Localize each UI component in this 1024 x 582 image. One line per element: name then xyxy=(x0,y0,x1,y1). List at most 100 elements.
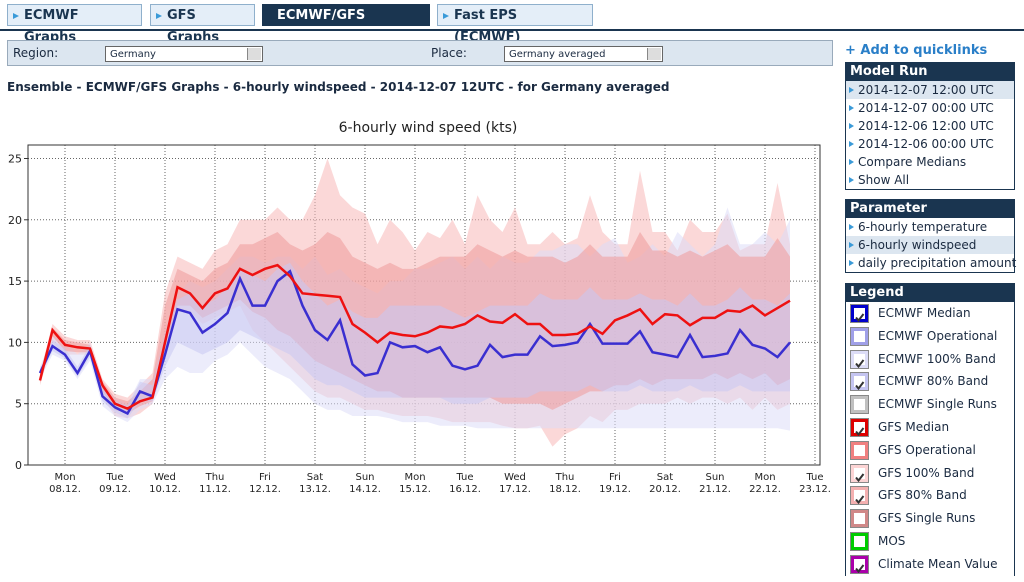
x-tick-label: Fri xyxy=(609,472,621,483)
x-tick-label: 13.12. xyxy=(299,484,331,495)
x-tick-label: Tue xyxy=(805,472,823,483)
checkbox xyxy=(850,509,869,529)
x-tick-label: Tue xyxy=(455,472,473,483)
box-header: Parameter xyxy=(846,200,1014,218)
x-tick-label: Mon xyxy=(54,472,75,483)
x-tick-label: 18.12. xyxy=(549,484,581,495)
x-tick-label: 08.12. xyxy=(49,484,81,495)
menu-item[interactable]: daily precipitation amount xyxy=(846,254,1016,272)
legend-box: Legend ECMWF Median ECMWF Operational ECMWF… xyxy=(845,283,1015,576)
box-header: Model Run xyxy=(846,63,1014,81)
checkbox xyxy=(850,463,869,483)
y-tick-label: 5 xyxy=(15,398,22,411)
x-tick-label: Sat xyxy=(307,472,323,483)
menu-item[interactable]: 6-hourly temperature xyxy=(846,218,1014,236)
median-line xyxy=(38,263,791,410)
checkmark xyxy=(855,564,865,573)
legend-item[interactable]: ECMWF Median xyxy=(846,302,1014,325)
band xyxy=(40,262,790,419)
x-tick-label: 16.12. xyxy=(449,484,481,495)
y-tick-label: 10 xyxy=(8,336,22,349)
menu-item[interactable]: 6-hourly windspeed xyxy=(846,236,1014,254)
y-tick-label: 20 xyxy=(8,214,22,227)
x-tick-label: 20.12. xyxy=(649,484,681,495)
y-tick-label: 25 xyxy=(8,152,22,165)
checkmark xyxy=(855,472,865,482)
legend-item[interactable]: Climate Mean Value xyxy=(846,553,1014,576)
legend-item[interactable]: GFS 80% Band xyxy=(846,484,1014,507)
control-bar: Region: Germany Place: Germany averaged xyxy=(7,40,833,66)
x-tick-label: Sun xyxy=(705,472,724,483)
menu-item[interactable]: 2014-12-07 12:00 UTC xyxy=(846,81,1014,99)
x-tick-label: 19.12. xyxy=(599,484,631,495)
parameter-box: Parameter 6-hourly temperature 6-hourly wi… xyxy=(845,199,1016,273)
x-tick-label: 09.12. xyxy=(99,484,131,495)
x-tick-label: 10.12. xyxy=(149,484,181,495)
legend-item[interactable]: ECMWF Operational xyxy=(846,325,1014,348)
checkmark xyxy=(855,358,865,368)
x-tick-label: Thu xyxy=(555,472,575,483)
checkbox xyxy=(850,372,869,392)
tab[interactable]: ECMWF Graphs xyxy=(7,4,142,45)
x-tick-label: Mon xyxy=(754,472,775,483)
legend-item[interactable]: ECMWF Single Runs xyxy=(846,393,1014,416)
legend-item[interactable]: ECMWF 100% Band xyxy=(846,348,1014,371)
plot-frame xyxy=(27,144,821,466)
checkmark xyxy=(855,313,865,323)
menu-item[interactable]: Show All xyxy=(846,171,1014,189)
menu-item[interactable]: 2014-12-06 12:00 UTC xyxy=(846,117,1014,135)
tab[interactable]: ECMWF/GFS Graphs xyxy=(262,4,430,45)
place-select[interactable]: Germany averaged xyxy=(504,46,663,62)
y-tick-label: 0 xyxy=(15,459,22,472)
checkbox xyxy=(850,440,869,460)
y-tick-label: 15 xyxy=(8,275,22,288)
x-tick-label: Wed xyxy=(504,472,526,483)
menu-item[interactable]: 2014-12-06 00:00 UTC xyxy=(846,135,1014,153)
heading: Ensemble - ECMWF/GFS Graphs - 6-hourly w… xyxy=(7,80,670,94)
x-tick-label: 21.12. xyxy=(699,484,731,495)
checkbox xyxy=(850,531,869,551)
x-tick-label: 11.12. xyxy=(199,484,231,495)
menu-item[interactable]: 2014-12-07 00:00 UTC xyxy=(846,99,1014,117)
region-select[interactable]: Germany xyxy=(105,46,263,62)
region-label: Region: xyxy=(13,46,59,60)
checkmark xyxy=(855,427,865,437)
x-tick-label: Fri xyxy=(259,472,271,483)
median-line xyxy=(38,269,791,416)
checkbox xyxy=(850,395,869,415)
legend-item[interactable]: GFS 100% Band xyxy=(846,462,1014,485)
x-tick-label: Mon xyxy=(404,472,425,483)
x-tick-label: 15.12. xyxy=(399,484,431,495)
x-tick-label: 22.12. xyxy=(749,484,781,495)
legend-item[interactable]: GFS Operational xyxy=(846,439,1014,462)
legend-item[interactable]: GFS Single Runs xyxy=(846,507,1014,530)
menu-item[interactable]: Compare Medians xyxy=(846,153,1014,171)
checkmark xyxy=(855,381,865,391)
checkbox xyxy=(850,417,869,437)
chart-title: 6-hourly wind speed (kts) xyxy=(339,120,518,136)
checkbox xyxy=(850,486,869,506)
x-tick-label: Tue xyxy=(105,472,123,483)
x-tick-label: 23.12. xyxy=(799,484,831,495)
tab-rule xyxy=(0,29,1024,31)
legend-item[interactable]: MOS xyxy=(846,530,1014,553)
legend-item[interactable]: ECMWF 80% Band xyxy=(846,370,1014,393)
quicklinks[interactable]: + Add to quicklinks xyxy=(845,43,988,58)
checkbox xyxy=(850,349,869,369)
model_run-box: Model Run 2014-12-07 12:00 UTC 2014-12-07 … xyxy=(845,62,1015,190)
x-tick-label: Wed xyxy=(154,472,176,483)
checkbox xyxy=(850,554,869,574)
x-tick-label: 12.12. xyxy=(249,484,281,495)
checkbox xyxy=(850,304,869,323)
x-tick-label: 14.12. xyxy=(349,484,381,495)
x-tick-label: 17.12. xyxy=(499,484,531,495)
checkbox xyxy=(850,326,869,346)
box-header: Legend xyxy=(846,284,1014,302)
chart: 6-hourly wind speed (kts) 0510152025Mon0… xyxy=(8,120,831,495)
legend-item[interactable]: GFS Median xyxy=(846,416,1014,439)
checkmark xyxy=(855,495,865,505)
x-tick-label: Sat xyxy=(657,472,673,483)
x-tick-label: Thu xyxy=(205,472,225,483)
x-tick-label: Sun xyxy=(355,472,374,483)
